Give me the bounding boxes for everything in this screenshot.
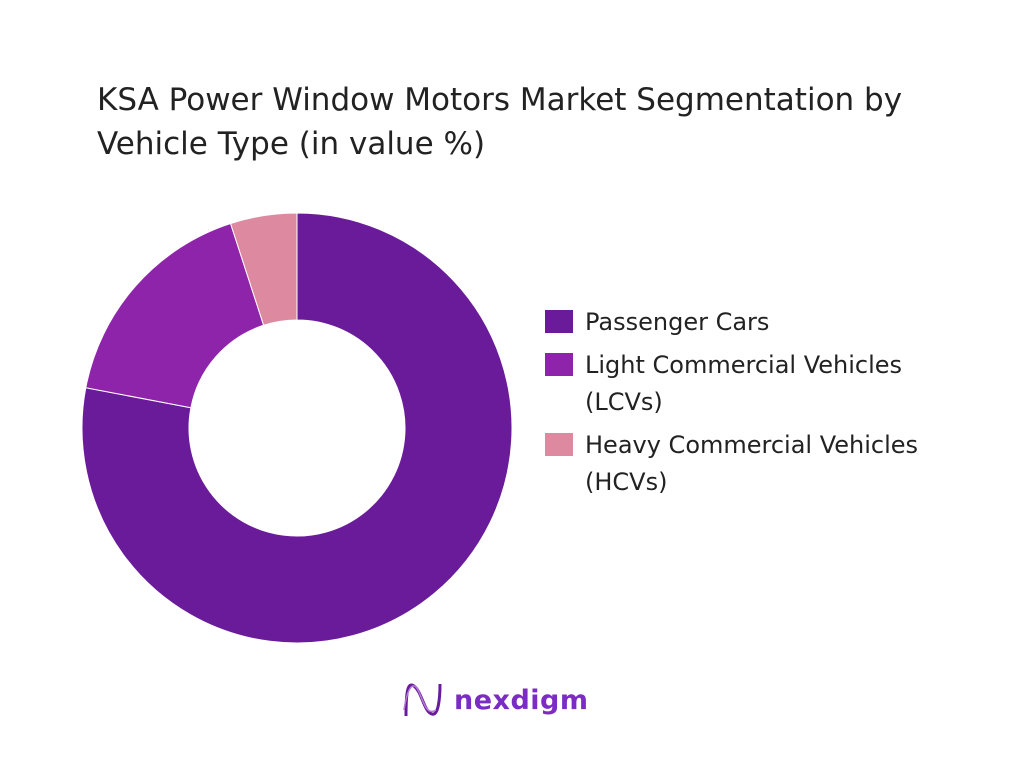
legend-item-passenger-cars: Passenger Cars <box>545 304 985 341</box>
nexdigm-logo: nexdigm <box>402 680 589 720</box>
legend-swatch <box>545 353 573 376</box>
slice-passenger-cars <box>81 212 513 644</box>
legend-item-hcvs: Heavy Commercial Vehicles (HCVs) <box>545 427 985 501</box>
legend-item-lcvs: Light Commercial Vehicles (LCVs) <box>545 347 985 421</box>
legend-label: Passenger Cars <box>585 308 770 336</box>
chart-title: KSA Power Window Motors Market Segmentat… <box>97 82 903 162</box>
legend-label: Light Commercial Vehicles (LCVs) <box>585 351 903 416</box>
logo-wave-icon <box>403 683 442 717</box>
legend-swatch <box>545 433 573 456</box>
slice-hcvs <box>229 212 298 326</box>
logo-text: nexdigm <box>454 684 589 716</box>
slice-lcvs <box>85 222 265 409</box>
legend-label: Heavy Commercial Vehicles (HCVs) <box>585 431 919 496</box>
legend: Passenger Cars Light Commercial Vehicles… <box>545 304 985 507</box>
legend-swatch <box>545 310 573 333</box>
